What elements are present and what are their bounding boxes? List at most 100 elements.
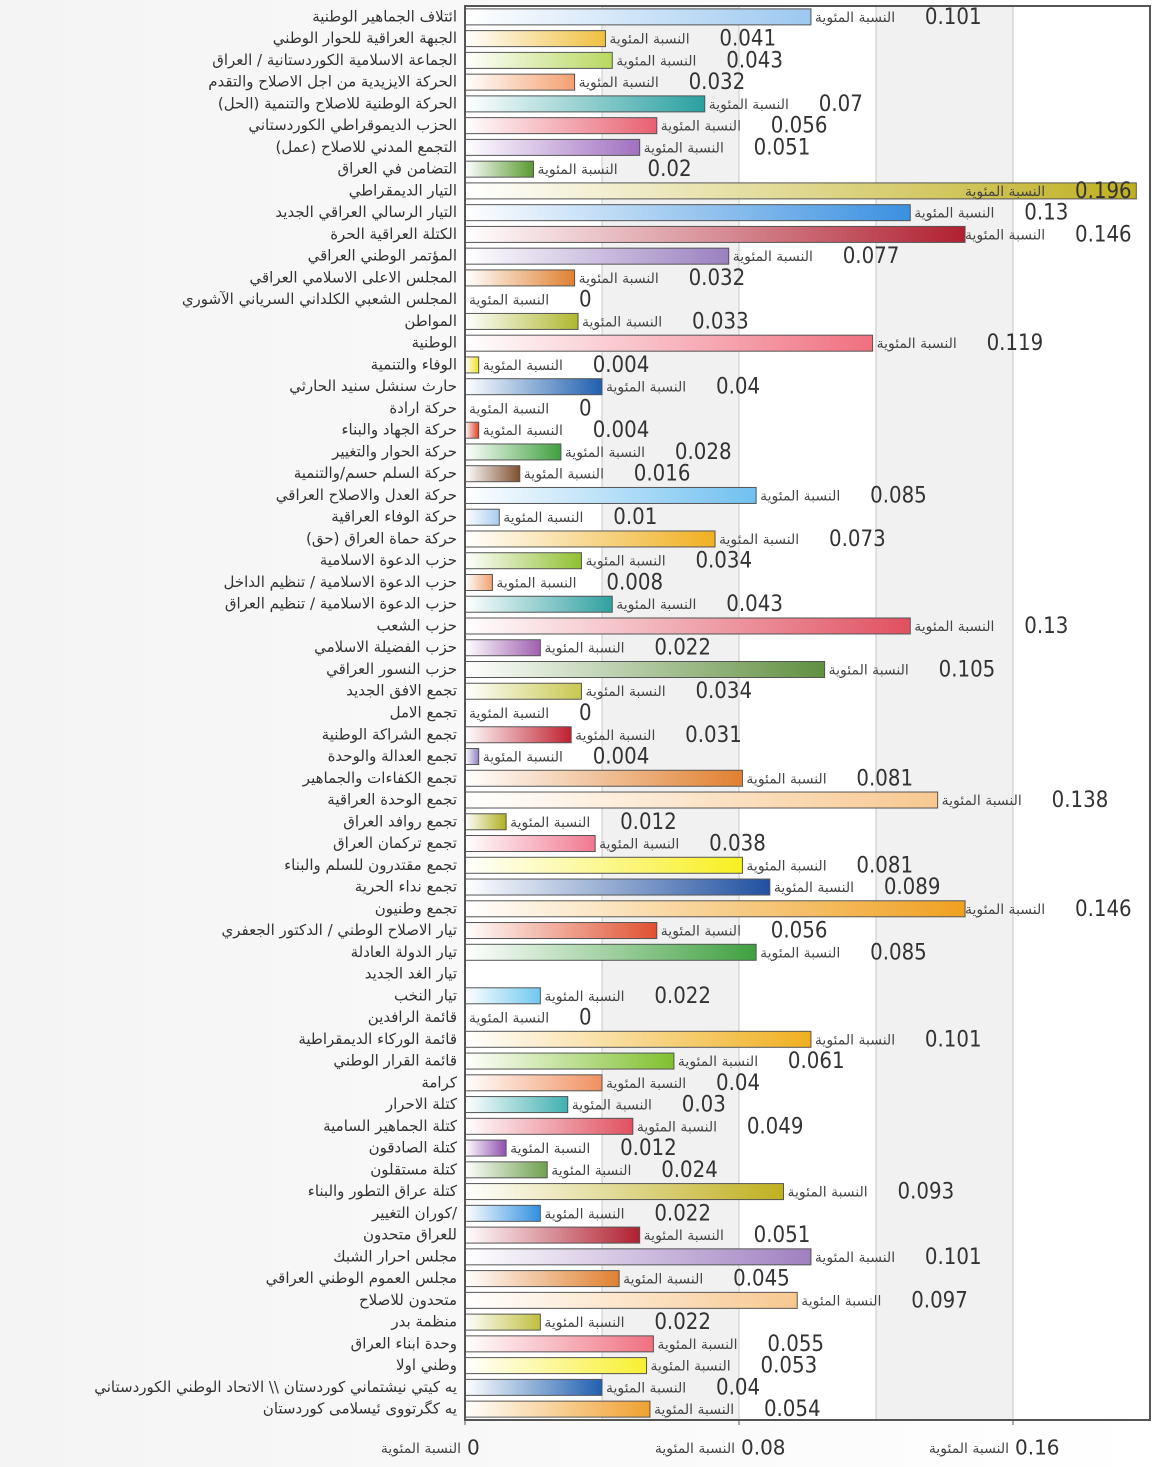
series-name-label: النسبة المئوية <box>651 1359 731 1375</box>
bar <box>464 639 541 657</box>
series-name-label: النسبة المئوية <box>709 97 789 113</box>
bar <box>464 1378 603 1396</box>
bar <box>464 769 743 787</box>
series-name-label: النسبة المئوية <box>582 314 662 330</box>
bar <box>464 660 826 678</box>
series-name-label: النسبة المئوية <box>965 184 1045 200</box>
value-label: 0.056 <box>771 114 828 139</box>
value-label: 0.061 <box>788 1049 845 1074</box>
bar <box>464 900 966 918</box>
bar <box>464 617 911 635</box>
bar <box>464 95 706 113</box>
category-label: كتلة الصادقون <box>369 1139 458 1157</box>
series-name-label: النسبة المئوية <box>544 1315 624 1331</box>
category-label: وطني اولا <box>396 1356 457 1375</box>
x-tick-unit: النسبة المئوية <box>929 1441 1009 1457</box>
category-label: حزب الدعوة الاسلامية / تنظيم الداخل <box>223 573 457 591</box>
category-label: تجمع الامل <box>390 704 457 722</box>
category-label: متحدون للاصلاح <box>359 1291 457 1309</box>
value-label: 0.043 <box>726 592 783 617</box>
x-tick-unit: النسبة المئوية <box>655 1441 735 1457</box>
series-name-label: النسبة المئوية <box>914 206 994 222</box>
series-name-label: النسبة المئوية <box>524 467 604 483</box>
category-label: يه كگرتووى ئيسلامى كوردستان <box>263 1400 457 1418</box>
category-label: التيار الرسالي العراقي الجديد <box>275 203 457 222</box>
x-tick-label: 0.16 <box>1015 1436 1060 1460</box>
series-name-label: النسبة المئوية <box>733 249 813 265</box>
value-label: 0.119 <box>987 331 1044 356</box>
series-name-label: النسبة المئوية <box>644 1228 724 1244</box>
series-name-label: النسبة المئوية <box>585 554 665 570</box>
series-name-label: النسبة المئوية <box>616 597 696 613</box>
series-name-label: النسبة المئوية <box>496 575 576 591</box>
category-label: تجمع العدالة والوحدة <box>328 747 457 765</box>
category-label: حزب النسور العراقي <box>326 660 457 679</box>
value-label: 0.055 <box>767 1332 824 1357</box>
bar <box>464 1052 675 1070</box>
value-label: 0.138 <box>1052 788 1109 813</box>
bar <box>464 508 500 526</box>
value-label: 0.024 <box>661 1158 718 1183</box>
category-label: المجلس الشعبي الكلداني السرياني الآشوري <box>182 290 457 309</box>
bar <box>464 1161 548 1179</box>
x-tick-unit: النسبة المئوية <box>381 1441 461 1457</box>
bar <box>464 1117 634 1135</box>
bar <box>464 748 480 766</box>
value-label: 0.032 <box>689 70 746 95</box>
category-label: تجمع نداء الحرية <box>355 878 457 896</box>
series-name-label: النسبة المئوية <box>483 423 563 439</box>
category-label: تجمع الشراكة الوطنية <box>322 725 457 743</box>
series-name-label: النسبة المئوية <box>579 75 659 91</box>
category-label: الجماعة الاسلامية الكوردستانية / العراق <box>212 51 457 69</box>
value-label: 0.049 <box>747 1114 804 1139</box>
bar <box>464 1096 569 1114</box>
category-label: تيار الاصلاح الوطني / الدكتور الجعفري <box>222 921 458 940</box>
bar <box>464 1291 798 1309</box>
series-name-label: النسبة المئوية <box>469 293 549 309</box>
category-label: كتلة الجماهير السامية <box>323 1117 458 1135</box>
category-label: حركة العدل والاصلاح العراقي <box>276 486 457 505</box>
category-label: المجلس الاعلى الاسلامي العراقي <box>250 268 458 287</box>
value-label: 0.034 <box>695 679 752 704</box>
category-label: المؤتمر الوطني العراقي <box>308 247 457 266</box>
category-label: حزب الدعوة الاسلامية / تنظيم العراق <box>225 595 457 613</box>
bar <box>464 987 541 1005</box>
series-name-label: النسبة المئوية <box>719 532 799 548</box>
value-label: 0.008 <box>606 570 663 595</box>
value-label: 0.04 <box>716 1375 760 1400</box>
bar <box>464 552 582 570</box>
bar <box>464 204 911 222</box>
category-label: تيار النخب <box>394 986 457 1004</box>
series-name-label: النسبة المئوية <box>657 1337 737 1353</box>
bar <box>464 595 613 613</box>
series-name-label: النسبة المئوية <box>661 924 741 940</box>
series-name-label: النسبة المئوية <box>599 837 679 853</box>
bar <box>464 1074 603 1092</box>
bar <box>464 573 493 591</box>
series-name-label: النسبة المئوية <box>815 1250 895 1266</box>
category-label: قائمة القرار الوطني <box>333 1052 457 1071</box>
category-label: مجلس احرار الشبك <box>333 1247 457 1265</box>
bar <box>464 1183 785 1201</box>
category-label: الكتلة العراقية الحرة <box>330 225 457 243</box>
series-name-label: النسبة المئوية <box>760 488 840 504</box>
bar <box>464 1313 541 1331</box>
category-label: يه كيتي نيشتماني كوردستان \\ الاتحاد الو… <box>94 1378 457 1397</box>
value-label: 0.101 <box>925 1245 982 1270</box>
bar <box>464 856 743 874</box>
category-label: تجمع روافد العراق <box>343 812 457 830</box>
value-label: 0.196 <box>1075 179 1132 204</box>
bar <box>464 225 966 243</box>
value-label: 0.077 <box>843 244 900 269</box>
value-label: 0.081 <box>856 853 913 878</box>
value-label: 0.028 <box>675 440 732 465</box>
bar <box>464 356 480 374</box>
series-name-label: النسبة المئوية <box>483 358 563 374</box>
value-label: 0.02 <box>648 157 692 182</box>
value-label: 0.051 <box>754 1223 811 1248</box>
bar <box>464 8 812 26</box>
bar <box>464 138 641 156</box>
value-label: 0 <box>579 396 592 421</box>
value-label: 0.04 <box>716 1071 760 1096</box>
